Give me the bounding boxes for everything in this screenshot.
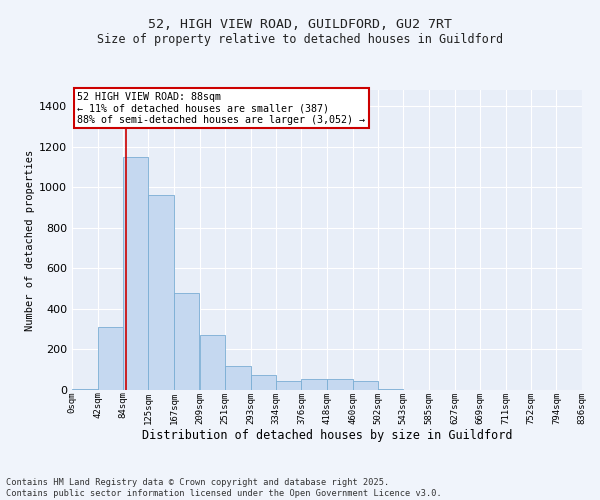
Bar [225,366,251,390]
Bar [123,158,148,390]
Text: 52, HIGH VIEW ROAD, GUILDFORD, GU2 7RT: 52, HIGH VIEW ROAD, GUILDFORD, GU2 7RT [148,18,452,30]
Bar [72,389,98,390]
Bar [327,380,353,390]
X-axis label: Distribution of detached houses by size in Guildford: Distribution of detached houses by size … [142,429,512,442]
Y-axis label: Number of detached properties: Number of detached properties [25,150,35,330]
Text: Contains HM Land Registry data © Crown copyright and database right 2025.
Contai: Contains HM Land Registry data © Crown c… [6,478,442,498]
Bar [98,326,123,390]
Bar [353,381,378,390]
Bar [251,375,276,390]
Bar [148,195,174,390]
Text: Size of property relative to detached houses in Guildford: Size of property relative to detached ho… [97,32,503,46]
Bar [199,335,225,390]
Bar [174,292,199,390]
Bar [301,380,327,390]
Text: 52 HIGH VIEW ROAD: 88sqm
← 11% of detached houses are smaller (387)
88% of semi-: 52 HIGH VIEW ROAD: 88sqm ← 11% of detach… [77,92,365,124]
Bar [378,389,403,390]
Bar [276,381,301,390]
